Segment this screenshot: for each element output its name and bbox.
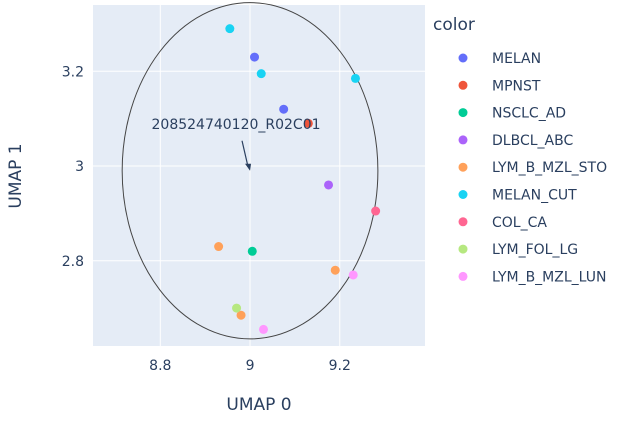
data-point[interactable] — [258, 324, 268, 334]
annotation-arrow-line — [241, 140, 249, 167]
x-tick-label: 9 — [246, 358, 255, 374]
legend: MELAN MPNST NSCLC_AD DLBCL_ABC LYM_B_MZL_STO… — [458, 51, 607, 285]
legend-marker[interactable] — [458, 162, 468, 172]
x-tick-label: 8.8 — [149, 358, 171, 374]
data-point[interactable] — [214, 242, 224, 252]
data-point[interactable] — [225, 24, 235, 34]
legend-label[interactable]: NSCLC_AD — [492, 106, 566, 122]
legend-marker[interactable] — [458, 135, 468, 145]
data-points — [214, 24, 381, 334]
y-tick-labels: 2.8 3 3.2 — [62, 64, 84, 269]
data-point[interactable] — [350, 73, 360, 83]
x-tick-label: 9.2 — [329, 358, 351, 374]
legend-marker[interactable] — [458, 244, 468, 254]
legend-label[interactable]: LYM_B_MZL_STO — [492, 160, 607, 176]
data-point[interactable] — [232, 303, 242, 313]
legend-title: color — [433, 15, 475, 35]
x-tick-labels: 8.8 9 9.2 — [149, 358, 351, 374]
circle-shape — [121, 2, 379, 340]
y-tick-label: 3 — [75, 159, 84, 175]
legend-marker[interactable] — [458, 217, 468, 227]
data-point[interactable] — [371, 206, 381, 216]
annotation-layer: 208524740120_R02C01 — [152, 117, 321, 171]
plot-background — [93, 5, 425, 346]
legend-label[interactable]: MPNST — [492, 78, 541, 94]
data-point[interactable] — [330, 265, 340, 275]
data-point[interactable] — [250, 52, 260, 62]
legend-marker[interactable] — [458, 190, 468, 199]
data-point[interactable] — [324, 180, 334, 190]
annotation-arrowhead — [245, 163, 252, 171]
data-point[interactable] — [303, 118, 313, 128]
legend-marker[interactable] — [458, 271, 468, 281]
legend-label[interactable]: LYM_B_MZL_LUN — [492, 269, 606, 285]
legend-label[interactable]: COL_CA — [492, 215, 547, 231]
legend-label[interactable]: DLBCL_ABC — [492, 133, 573, 149]
legend-label[interactable]: MELAN_CUT — [492, 188, 577, 204]
data-point[interactable] — [256, 69, 266, 79]
legend-label[interactable]: LYM_FOL_LG — [492, 242, 578, 258]
x-axis-title: UMAP 0 — [226, 395, 291, 415]
data-point[interactable] — [247, 246, 257, 256]
legend-label[interactable]: MELAN — [492, 51, 541, 67]
legend-marker[interactable] — [458, 108, 468, 118]
data-point[interactable] — [279, 104, 289, 114]
legend-marker[interactable] — [458, 53, 468, 63]
data-point[interactable] — [236, 310, 246, 320]
legend-marker[interactable] — [458, 80, 468, 90]
y-axis-title: UMAP 1 — [6, 143, 26, 208]
shape-layer — [121, 2, 379, 340]
y-tick-label: 3.2 — [62, 64, 84, 80]
annotation-label: 208524740120_R02C01 — [152, 117, 321, 133]
y-tick-label: 2.8 — [62, 254, 84, 270]
data-point[interactable] — [348, 270, 358, 280]
